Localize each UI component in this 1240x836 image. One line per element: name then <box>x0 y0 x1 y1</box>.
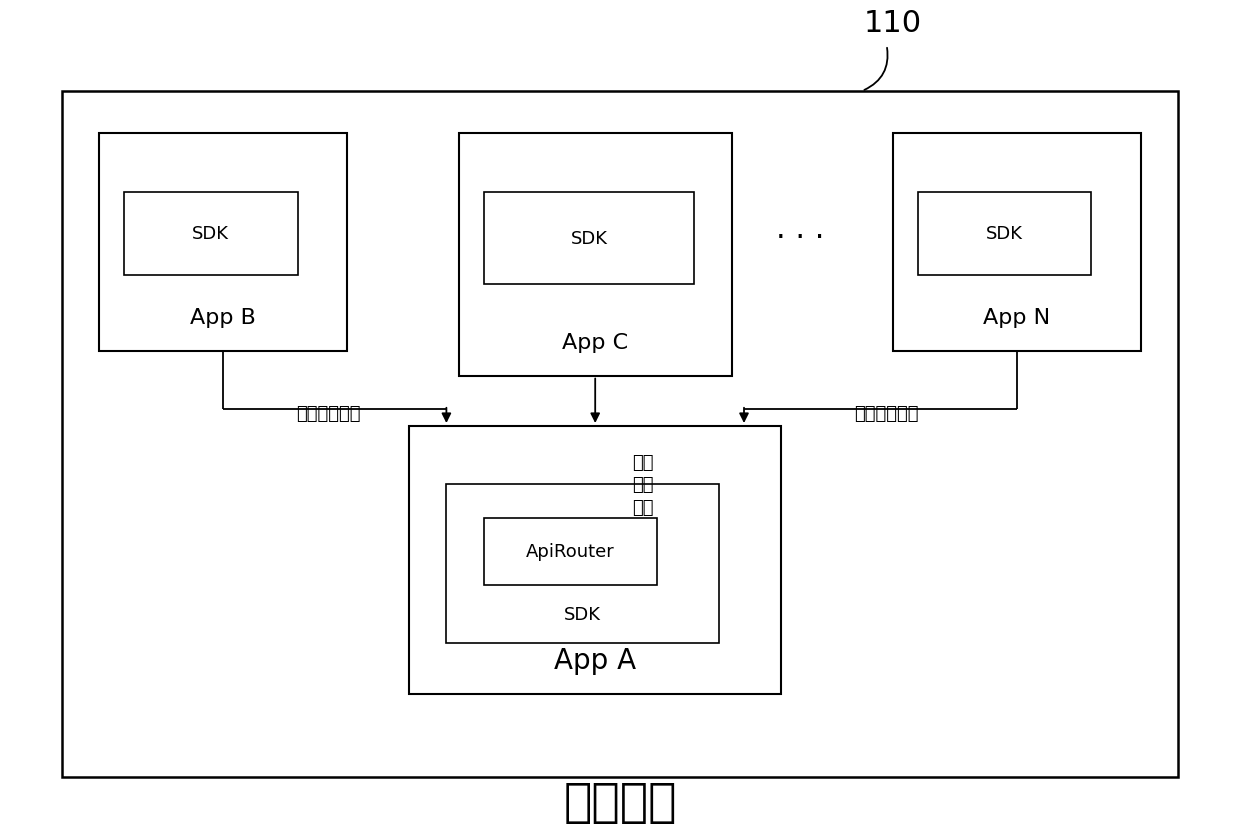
Bar <box>446 485 719 644</box>
Text: ApiRouter: ApiRouter <box>526 543 615 561</box>
Text: SDK: SDK <box>570 229 608 247</box>
Text: App N: App N <box>983 308 1050 328</box>
Text: 操作系统: 操作系统 <box>563 780 677 825</box>
Text: SDK: SDK <box>564 605 601 624</box>
Bar <box>62 92 1178 777</box>
Bar <box>484 518 657 585</box>
Bar <box>99 134 347 351</box>
Text: SDK: SDK <box>192 225 229 243</box>
Text: App B: App B <box>190 308 257 328</box>
Text: · · ·: · · · <box>775 224 825 252</box>
Text: 发布接口清单: 发布接口清单 <box>296 404 361 422</box>
Bar <box>409 426 781 694</box>
Bar <box>484 192 694 284</box>
Text: 110: 110 <box>864 8 921 38</box>
Text: SDK: SDK <box>986 225 1023 243</box>
Text: 发布接口清单: 发布接口清单 <box>854 404 919 422</box>
Bar <box>918 192 1091 276</box>
Text: App A: App A <box>554 646 636 675</box>
Text: App C: App C <box>562 333 629 353</box>
Bar <box>124 192 298 276</box>
Bar <box>893 134 1141 351</box>
Bar <box>459 134 732 376</box>
Text: 发布
接口
清单: 发布 接口 清单 <box>632 454 653 516</box>
